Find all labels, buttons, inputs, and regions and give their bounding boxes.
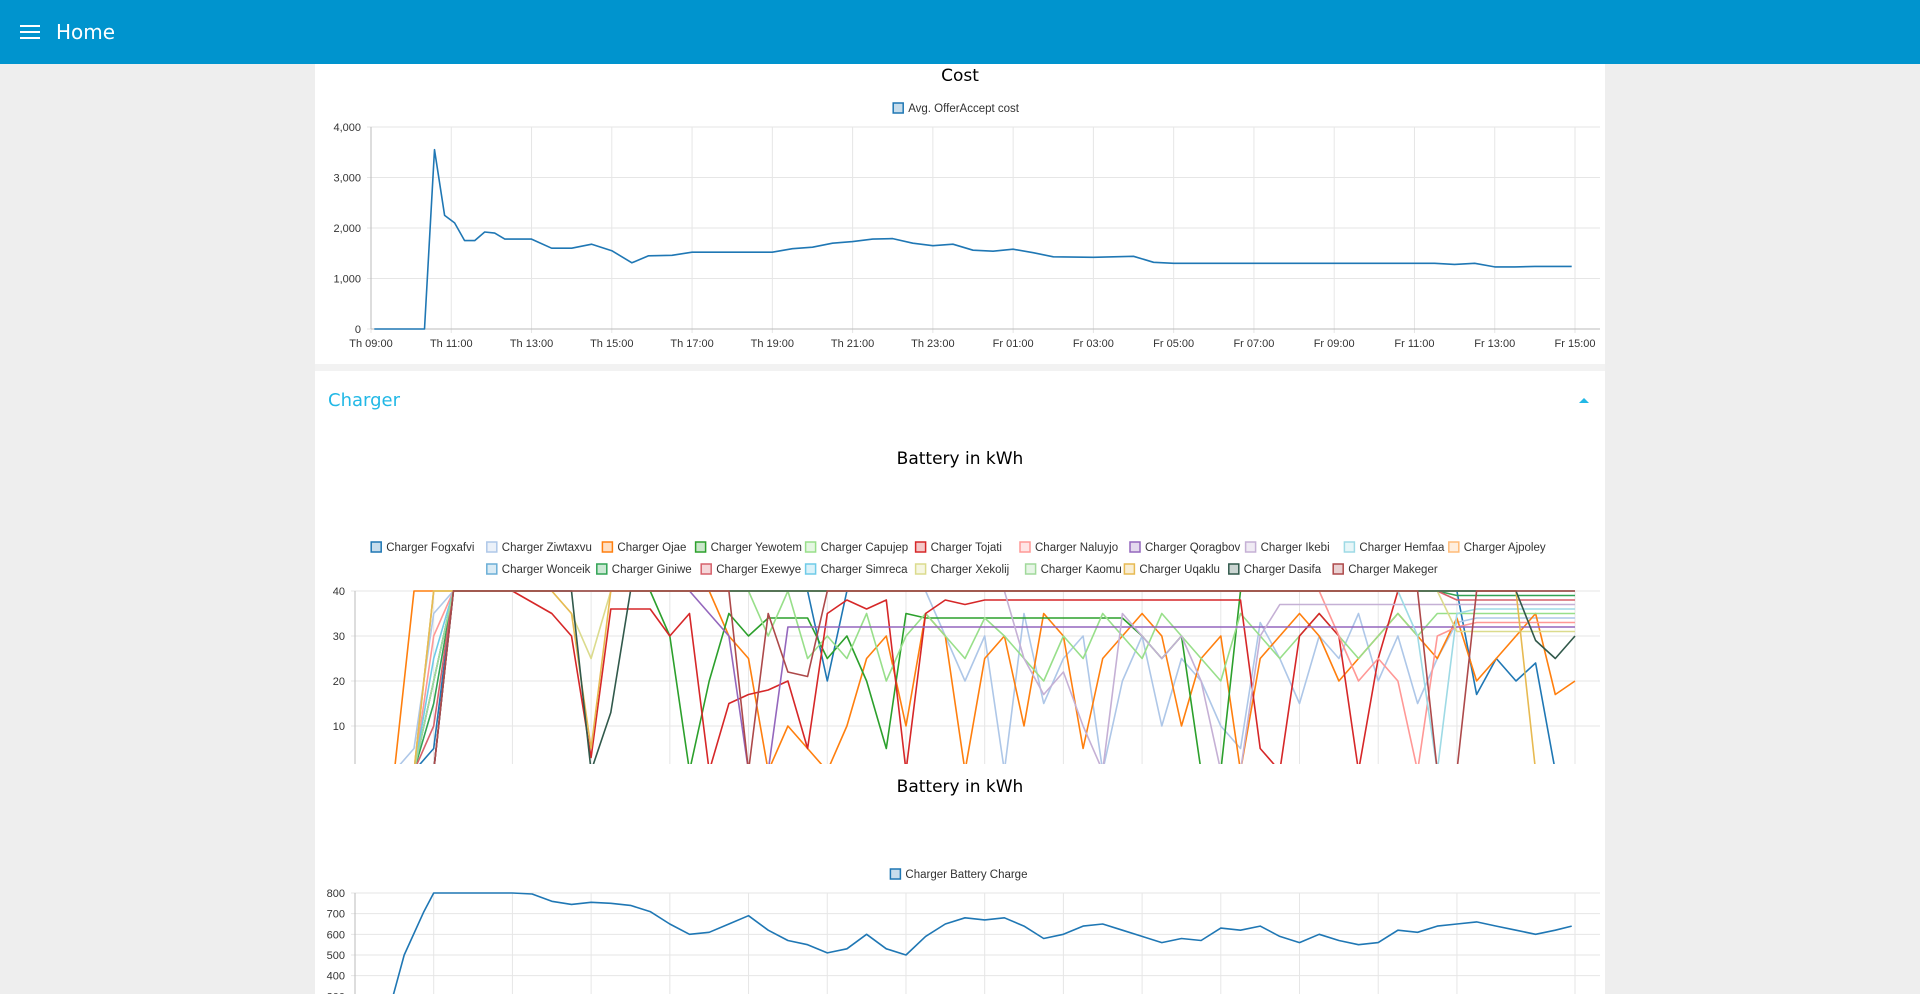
x-tick-label: Th 11:00 xyxy=(430,338,473,350)
dashboard-content: Cost Th 09:00 Th 11:00 Th 13:00 Th 15:00 Th … xyxy=(315,64,1605,994)
legend-label: Charger Makeger xyxy=(1348,564,1438,576)
legend-swatch xyxy=(1448,541,1460,553)
caret-up-icon[interactable] xyxy=(1577,393,1591,407)
legend-label: Charger Capujep xyxy=(821,542,909,554)
battery-total-line-chart: 800700600500400300200Charger Battery Cha… xyxy=(327,868,1600,994)
legend-swatch xyxy=(1024,563,1037,575)
y-tick-label: 300 xyxy=(327,991,345,994)
legend-label: Charger Yewotem xyxy=(711,542,802,554)
y-tick-label: 500 xyxy=(327,950,345,962)
legend-label: Charger Dasifa xyxy=(1244,564,1322,576)
x-tick-label: Fr 03:00 xyxy=(1073,338,1114,350)
x-tick-label: Fr 05:00 xyxy=(1153,338,1194,350)
legend-swatch xyxy=(700,563,712,575)
legend-label: Charger Battery Charge xyxy=(905,869,1027,881)
legend-swatch xyxy=(694,541,707,553)
x-tick-label: Th 21:00 xyxy=(831,338,874,350)
legend-label: Charger Ziwtaxvu xyxy=(502,542,592,554)
legend-swatch xyxy=(1123,563,1136,575)
y-tick-label: 2,000 xyxy=(333,223,361,235)
legend-swatch xyxy=(601,541,614,553)
x-tick-label: Fr 11:00 xyxy=(1394,338,1434,350)
battery-chart-title: Battery in kWh xyxy=(896,449,1024,469)
legend-swatch xyxy=(1129,541,1141,553)
legend-swatch xyxy=(486,541,498,553)
y-tick-label: 1,000 xyxy=(333,274,361,286)
charger-group-header[interactable]: Charger xyxy=(315,378,1605,422)
y-tick-label: 20 xyxy=(333,676,345,688)
legend-label: Charger Naluyjo xyxy=(1035,542,1118,554)
legend-label: Charger Qoragbov xyxy=(1145,542,1240,554)
hamburger-menu-icon[interactable] xyxy=(16,18,44,46)
x-tick-label: Th 19:00 xyxy=(751,338,794,350)
legend-label: Charger Kaomu xyxy=(1041,564,1122,576)
y-tick-label: 3,000 xyxy=(333,173,361,185)
x-tick-label: Fr 07:00 xyxy=(1233,338,1274,350)
legend-label: Charger Fogxafvi xyxy=(386,542,474,554)
x-tick-label: Th 13:00 xyxy=(510,338,553,350)
x-tick-label: Fr 09:00 xyxy=(1314,338,1355,350)
section-divider xyxy=(315,364,1605,371)
battery-total-chart-card: Battery in kWh 800700600500400300200Char… xyxy=(315,764,1605,994)
cost-line-chart: Th 09:00 Th 11:00 Th 13:00 Th 15:00 Th 17:00… xyxy=(333,102,1600,350)
legend-label: Charger Tojati xyxy=(931,542,1002,554)
legend-swatch xyxy=(914,541,927,553)
legend-swatch xyxy=(1244,541,1257,553)
legend-label: Charger Giniwe xyxy=(612,564,692,576)
legend-label: Charger Exewye xyxy=(716,564,801,576)
x-tick-label: Fr 13:00 xyxy=(1474,338,1515,350)
page-title: Home xyxy=(56,20,116,44)
series-line xyxy=(392,892,1572,994)
legend-swatch xyxy=(370,541,382,553)
legend-label: Charger Ojae xyxy=(617,542,686,554)
top-app-bar: Home xyxy=(0,0,1920,64)
series-line xyxy=(394,590,1575,772)
legend-swatch xyxy=(892,102,904,114)
x-tick-label: Th 23:00 xyxy=(911,338,954,350)
series-line xyxy=(394,590,1575,772)
x-tick-label: Th 15:00 xyxy=(590,338,633,350)
cost-chart-title: Cost xyxy=(941,66,979,86)
y-tick-label: 4,000 xyxy=(333,122,361,134)
legend-label: Charger Wonceik xyxy=(502,564,591,576)
x-tick-label: Th 09:00 xyxy=(349,338,392,350)
charger-group-label: Charger xyxy=(328,389,400,411)
x-tick-label: Fr 01:00 xyxy=(993,338,1034,350)
legend-swatch xyxy=(1228,563,1240,575)
legend-swatch xyxy=(1332,563,1344,575)
x-tick-label: Th 17:00 xyxy=(670,338,713,350)
y-tick-label: 800 xyxy=(327,888,345,900)
legend-swatch xyxy=(804,563,817,575)
y-tick-label: 400 xyxy=(327,971,345,983)
y-tick-label: 600 xyxy=(327,929,345,941)
legend-swatch xyxy=(1019,541,1031,553)
legend-label: Charger Xekolij xyxy=(931,564,1010,576)
y-tick-label: 0 xyxy=(355,324,361,336)
series-line xyxy=(374,148,1572,330)
battery-total-chart-title: Battery in kWh xyxy=(896,777,1024,797)
legend-swatch xyxy=(889,868,902,880)
cost-chart-card: Cost Th 09:00 Th 11:00 Th 13:00 Th 15:00 Th … xyxy=(315,64,1605,364)
legend-swatch xyxy=(804,541,817,553)
legend-label: Charger Ikebi xyxy=(1261,542,1330,554)
x-tick-label: Fr 15:00 xyxy=(1555,338,1596,350)
y-tick-label: 700 xyxy=(327,909,345,921)
legend-swatch xyxy=(596,563,608,575)
y-tick-label: 10 xyxy=(333,721,345,733)
legend-swatch xyxy=(1343,541,1356,553)
legend-label: Charger Hemfaa xyxy=(1359,542,1445,554)
legend-swatch xyxy=(486,563,498,575)
legend-label: Charger Uqaklu xyxy=(1139,564,1220,576)
y-tick-label: 40 xyxy=(333,586,345,598)
legend-label: Charger Ajpoley xyxy=(1464,542,1546,554)
y-tick-label: 30 xyxy=(333,631,345,643)
legend-label: Avg. OfferAccept cost xyxy=(908,103,1020,115)
legend-label: Charger Simreca xyxy=(821,564,909,576)
legend-swatch xyxy=(914,563,927,575)
